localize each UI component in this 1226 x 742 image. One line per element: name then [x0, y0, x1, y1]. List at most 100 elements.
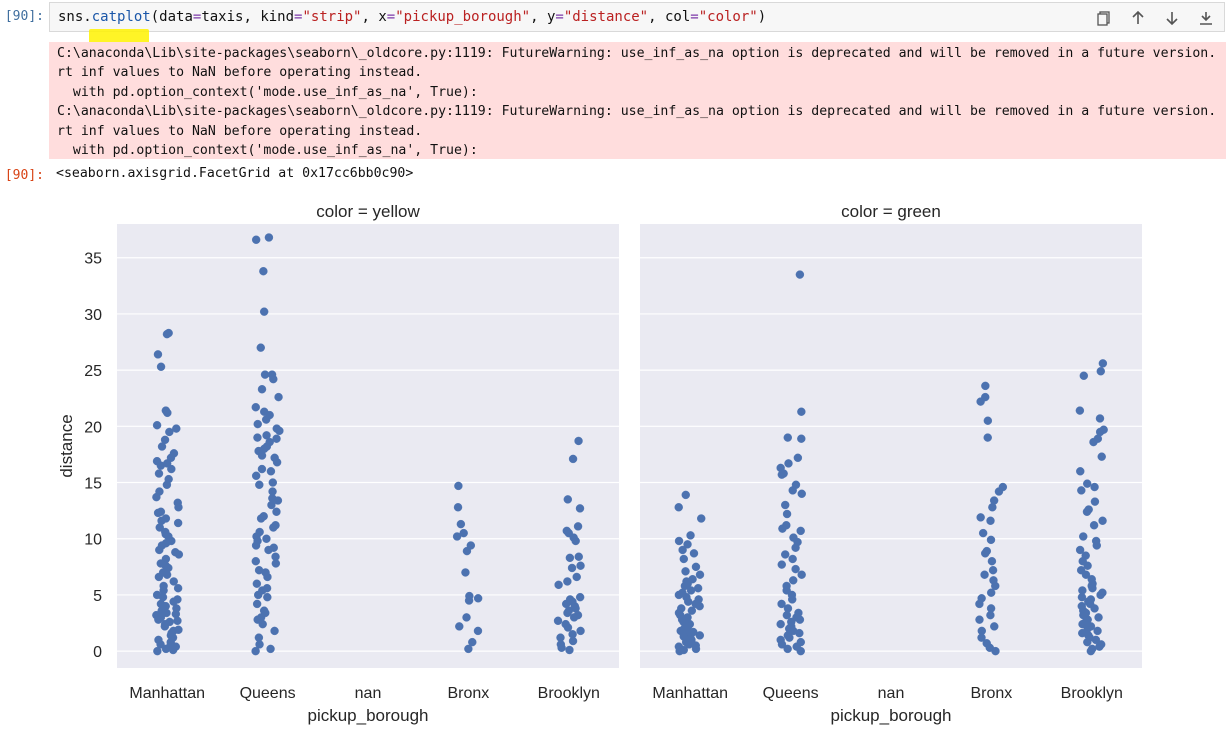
strip-point [784, 624, 794, 633]
strip-point [576, 626, 585, 636]
strip-point [252, 599, 262, 609]
strip-point [1077, 486, 1086, 495]
strip-point [1083, 561, 1092, 570]
y-tick-label: 10 [84, 532, 102, 549]
strip-point [795, 628, 804, 638]
stderr-line: rt inf values to NaN before operating in… [57, 65, 423, 81]
stderr-line: rt inf values to NaN before operating in… [57, 123, 423, 139]
strip-point [986, 588, 996, 597]
strip-point [154, 615, 163, 624]
strip-point [785, 633, 794, 642]
strip-point [270, 626, 279, 636]
strip-point [154, 469, 164, 478]
strip-point [456, 519, 466, 529]
strip-point [674, 503, 683, 512]
strip-point [574, 552, 583, 561]
strip-point [266, 467, 276, 476]
strip-point [1078, 586, 1087, 595]
y-tick-label: 25 [84, 363, 102, 380]
strip-point [991, 581, 1000, 591]
strip-point [1090, 482, 1099, 492]
code-cell-input[interactable]: sns.catplot(data=taxis, kind="strip", x=… [49, 2, 1225, 49]
strip-point [473, 594, 483, 603]
strip-point [679, 632, 688, 641]
strip-point [1095, 414, 1105, 423]
y-tick-label: 5 [93, 588, 102, 605]
strip-point [169, 597, 178, 606]
strip-point [259, 512, 268, 521]
strip-point [1081, 608, 1091, 618]
strip-point [262, 583, 272, 593]
strip-point [565, 553, 575, 563]
strip-point [462, 613, 471, 622]
strip-point [986, 610, 995, 620]
strip-point [777, 640, 787, 649]
strip-point [789, 576, 798, 585]
strip-point [1089, 521, 1099, 530]
strip-point [777, 599, 786, 609]
strip-point [695, 570, 705, 579]
strip-point [684, 597, 693, 606]
insert-below-icon[interactable] [1196, 8, 1216, 28]
strip-point [565, 645, 574, 655]
strip-point [261, 608, 270, 618]
strip-point [464, 596, 474, 605]
strip-point [154, 572, 164, 582]
strip-point [797, 407, 806, 416]
strip-point [987, 557, 997, 566]
strip-point [783, 644, 792, 654]
strip-point [464, 644, 473, 654]
strip-point [271, 559, 281, 568]
strip-point [167, 464, 176, 474]
strip-point [575, 504, 585, 513]
strip-point [576, 561, 585, 570]
strip-point [260, 444, 269, 454]
strip-point [1076, 467, 1085, 476]
strip-point [980, 570, 989, 579]
strip-point [259, 267, 268, 276]
strip-point [268, 478, 278, 487]
strip-point [1098, 516, 1107, 525]
strip-point [781, 500, 790, 510]
code-line[interactable]: sns.catplot(data=taxis, kind="strip", x=… [58, 9, 767, 25]
strip-point [983, 416, 993, 425]
strip-point [988, 566, 998, 575]
strip-point [563, 495, 573, 504]
arrow-up-icon[interactable] [1128, 8, 1148, 28]
arrow-down-icon[interactable] [1162, 8, 1182, 28]
strip-point [172, 424, 181, 433]
strip-point [1098, 359, 1108, 368]
x-tick-label: Manhattan [652, 685, 728, 702]
strip-point [1079, 532, 1088, 541]
strip-point [272, 434, 281, 443]
strip-point [981, 381, 990, 391]
strip-point [795, 615, 805, 624]
strip-point [1091, 635, 1101, 645]
strip-point [152, 421, 162, 430]
strip-point [795, 270, 805, 279]
strip-point [796, 526, 805, 536]
strip-point [264, 233, 274, 242]
strip-point [994, 487, 1004, 496]
strip-point [251, 541, 261, 550]
strip-point [567, 563, 577, 573]
stderr-output: C:\anaconda\Lib\site-packages\seaborn\_o… [49, 42, 1226, 159]
strip-point [174, 625, 183, 634]
strip-point [682, 577, 691, 586]
strip-point [689, 549, 699, 558]
cell-toolbar [1094, 8, 1216, 28]
y-tick-label: 0 [93, 644, 102, 661]
strip-point [1084, 631, 1093, 640]
strip-point [259, 307, 269, 316]
strip-point [1089, 437, 1098, 447]
strip-point [1094, 613, 1103, 622]
stderr-line: C:\anaconda\Lib\site-packages\seaborn\_o… [57, 104, 1217, 120]
strip-point [1083, 479, 1092, 488]
strip-point [251, 471, 261, 480]
strip-point [1092, 541, 1101, 550]
strip-point [689, 627, 698, 637]
stderr-line: C:\anaconda\Lib\site-packages\seaborn\_o… [57, 46, 1217, 61]
strip-point [156, 362, 166, 371]
facetgrid-chart: 0 5 10 15 20 25 30 35 color = yellow Manhattan Que… [57, 202, 1142, 725]
copy-icon[interactable] [1094, 8, 1114, 28]
